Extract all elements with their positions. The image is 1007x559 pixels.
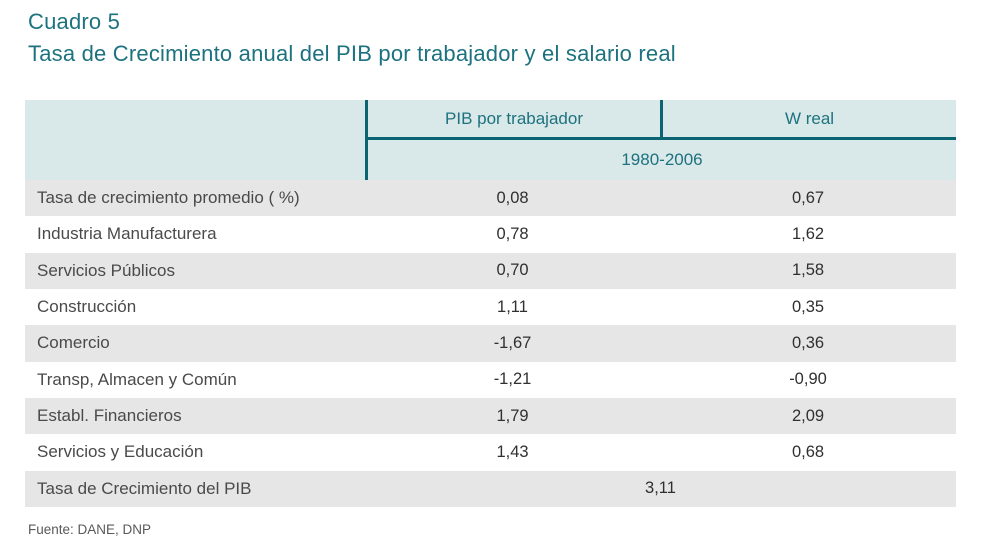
total-row-label: Tasa de Crecimiento del PIB [37, 478, 252, 498]
source-note: Fuente: DANE, DNP [28, 522, 152, 537]
table-row: Transp, Almacen y Común -1,21 -0,90 [25, 361, 956, 398]
table-row: Servicios Públicos 0,70 1,58 [25, 252, 956, 289]
row-value-pib: 1,43 [496, 442, 529, 461]
table-number: Cuadro 5 [28, 9, 121, 34]
table-title-block: Cuadro 5 Tasa de Crecimiento anual del P… [28, 6, 676, 70]
table-total-row: Tasa de Crecimiento del PIB 3,11 [25, 470, 956, 507]
row-label: Comercio [37, 333, 110, 353]
row-label: Servicios y Educación [37, 442, 204, 462]
total-row-value: 3,11 [645, 479, 676, 498]
row-value-pib: 0,78 [496, 224, 529, 243]
row-label: Construcción [37, 297, 137, 317]
row-value-w: 1,58 [791, 261, 825, 280]
row-value-pib: 1,11 [497, 297, 528, 316]
data-table: PIB por trabajador W real 1980-2006 Tasa… [25, 100, 956, 507]
header-blank-cell [25, 140, 365, 180]
row-value-pib: -1,21 [493, 370, 532, 389]
column-header-pib-por-trabajador: PIB por trabajador [365, 100, 660, 140]
row-value-w: 0,36 [791, 333, 825, 352]
row-value-w: 0,68 [791, 442, 825, 461]
row-value-pib: 0,70 [496, 261, 529, 280]
row-value-w: 2,09 [791, 406, 825, 425]
table-header-row-period: 1980-2006 [25, 140, 956, 180]
row-value-w: 1,62 [791, 224, 825, 243]
row-value-w: 0,35 [791, 297, 825, 316]
table-row: Industria Manufacturera 0,78 1,62 [25, 216, 956, 253]
table-row: Comercio -1,67 0,36 [25, 325, 956, 362]
row-value-pib: 0,08 [496, 188, 529, 207]
row-label: Servicios Públicos [37, 260, 175, 280]
row-label: Establ. Financieros [37, 406, 182, 426]
header-blank-cell [25, 100, 365, 140]
row-label: Industria Manufacturera [37, 224, 217, 244]
row-value-pib: -1,67 [493, 333, 532, 352]
row-label: Transp, Almacen y Común [37, 369, 237, 389]
table-row: Construcción 1,11 0,35 [25, 288, 956, 326]
row-value-pib: 1,79 [496, 406, 529, 425]
table-title: Tasa de Crecimiento anual del PIB por tr… [28, 41, 676, 66]
row-label: Tasa de crecimiento promedio ( %) [37, 188, 300, 208]
table-row: Servicios y Educación 1,43 0,68 [25, 434, 956, 471]
row-value-w: 0,67 [791, 188, 825, 207]
period-header: 1980-2006 [365, 140, 956, 180]
table-header-row-columns: PIB por trabajador W real [25, 100, 956, 140]
table-row: Establ. Financieros 1,79 2,09 [25, 397, 956, 435]
row-value-w: -0,90 [789, 370, 827, 389]
table-row: Tasa de crecimiento promedio ( %) 0,08 0… [25, 180, 956, 217]
column-header-w-real: W real [660, 100, 956, 140]
